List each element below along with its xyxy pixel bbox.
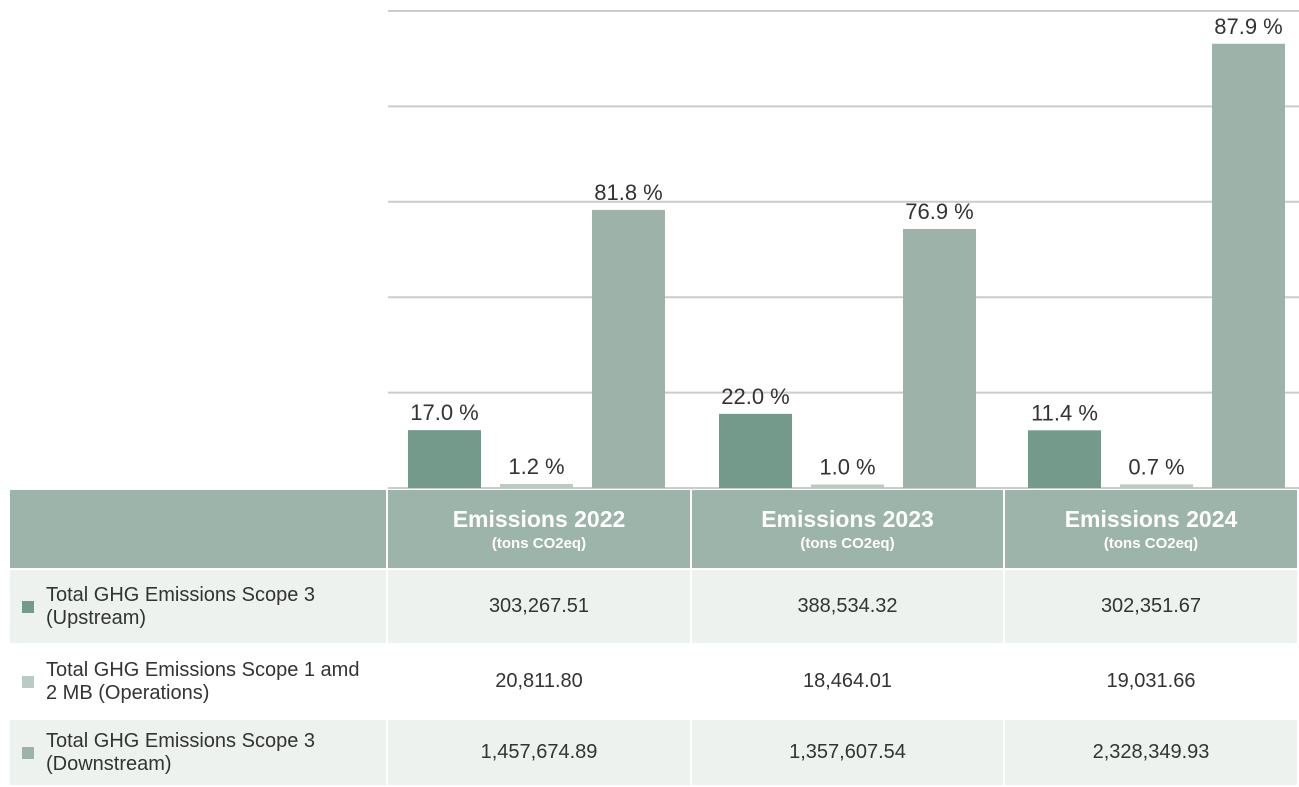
bar-label: 22.0 % <box>721 384 790 409</box>
bar-label: 81.8 % <box>594 180 663 205</box>
category-label: Emissions 2023 <box>761 506 934 532</box>
bar-label: 1.2 % <box>508 454 564 479</box>
table-value: 19,031.66 <box>1005 645 1299 720</box>
category-label: Emissions 2022 <box>452 506 626 532</box>
bar <box>1028 430 1101 488</box>
bar <box>1120 484 1193 488</box>
column-header: Emissions 2022 (tons CO2eq) <box>388 490 692 570</box>
row-label: Total GHG Emissions Scope 3 (Downstream) <box>10 720 388 787</box>
bar <box>408 430 481 488</box>
row-label: Total GHG Emissions Scope 1 amd 2 MB (Op… <box>10 645 388 720</box>
table-value: 2,328,349.93 <box>1005 720 1299 787</box>
table-value: 1,357,607.54 <box>692 720 1005 787</box>
bar <box>500 484 573 488</box>
bar-label: 87.9 % <box>1214 14 1283 39</box>
table-value: 302,351.67 <box>1005 570 1299 645</box>
chart: 17.0 % 22.0 % 11.4 % 1.2 % 1.0 % 0.7 % 81.8 % 7… <box>388 10 1299 489</box>
data-table: Emissions 2022 (tons CO2eq) Emissions 2023… <box>10 490 1299 787</box>
table-value: 1,457,674.89 <box>388 720 692 787</box>
legend-label: Total GHG Emissions Scope 3 (Downstream) <box>46 729 315 775</box>
bar <box>592 209 665 489</box>
bar-label: 11.4 % <box>1031 400 1098 425</box>
bar <box>903 228 976 488</box>
table-value: 20,811.80 <box>388 645 692 720</box>
legend-label: Total GHG Emissions Scope 1 amd 2 MB (Op… <box>46 658 360 704</box>
bar <box>1212 43 1285 489</box>
legend-swatch <box>22 600 34 613</box>
category-label: Emissions 2024 <box>1064 506 1238 532</box>
bar-label: 76.9 % <box>905 199 974 224</box>
bar-label: 17.0 % <box>410 400 479 425</box>
table-value: 388,534.32 <box>692 570 1005 645</box>
column-header: Emissions 2024 (tons CO2eq) <box>1005 490 1299 570</box>
header-empty <box>10 490 388 570</box>
table-value: 18,464.01 <box>692 645 1005 720</box>
bar <box>811 484 884 488</box>
bar-label: 1.0 % <box>819 454 875 479</box>
unit-label: (tons CO2eq) <box>491 535 587 552</box>
legend-label: Total GHG Emissions Scope 3 (Upstream) <box>46 583 315 629</box>
bar <box>719 413 792 488</box>
bar-label: 0.7 % <box>1128 454 1184 479</box>
legend-swatch <box>22 746 34 759</box>
legend-swatch <box>22 675 34 688</box>
table-value: 303,267.51 <box>388 570 692 645</box>
unit-label: (tons CO2eq) <box>1103 535 1199 552</box>
column-header: Emissions 2023 (tons CO2eq) <box>692 490 1005 570</box>
unit-label: (tons CO2eq) <box>800 535 895 552</box>
row-label: Total GHG Emissions Scope 3 (Upstream) <box>10 570 388 645</box>
